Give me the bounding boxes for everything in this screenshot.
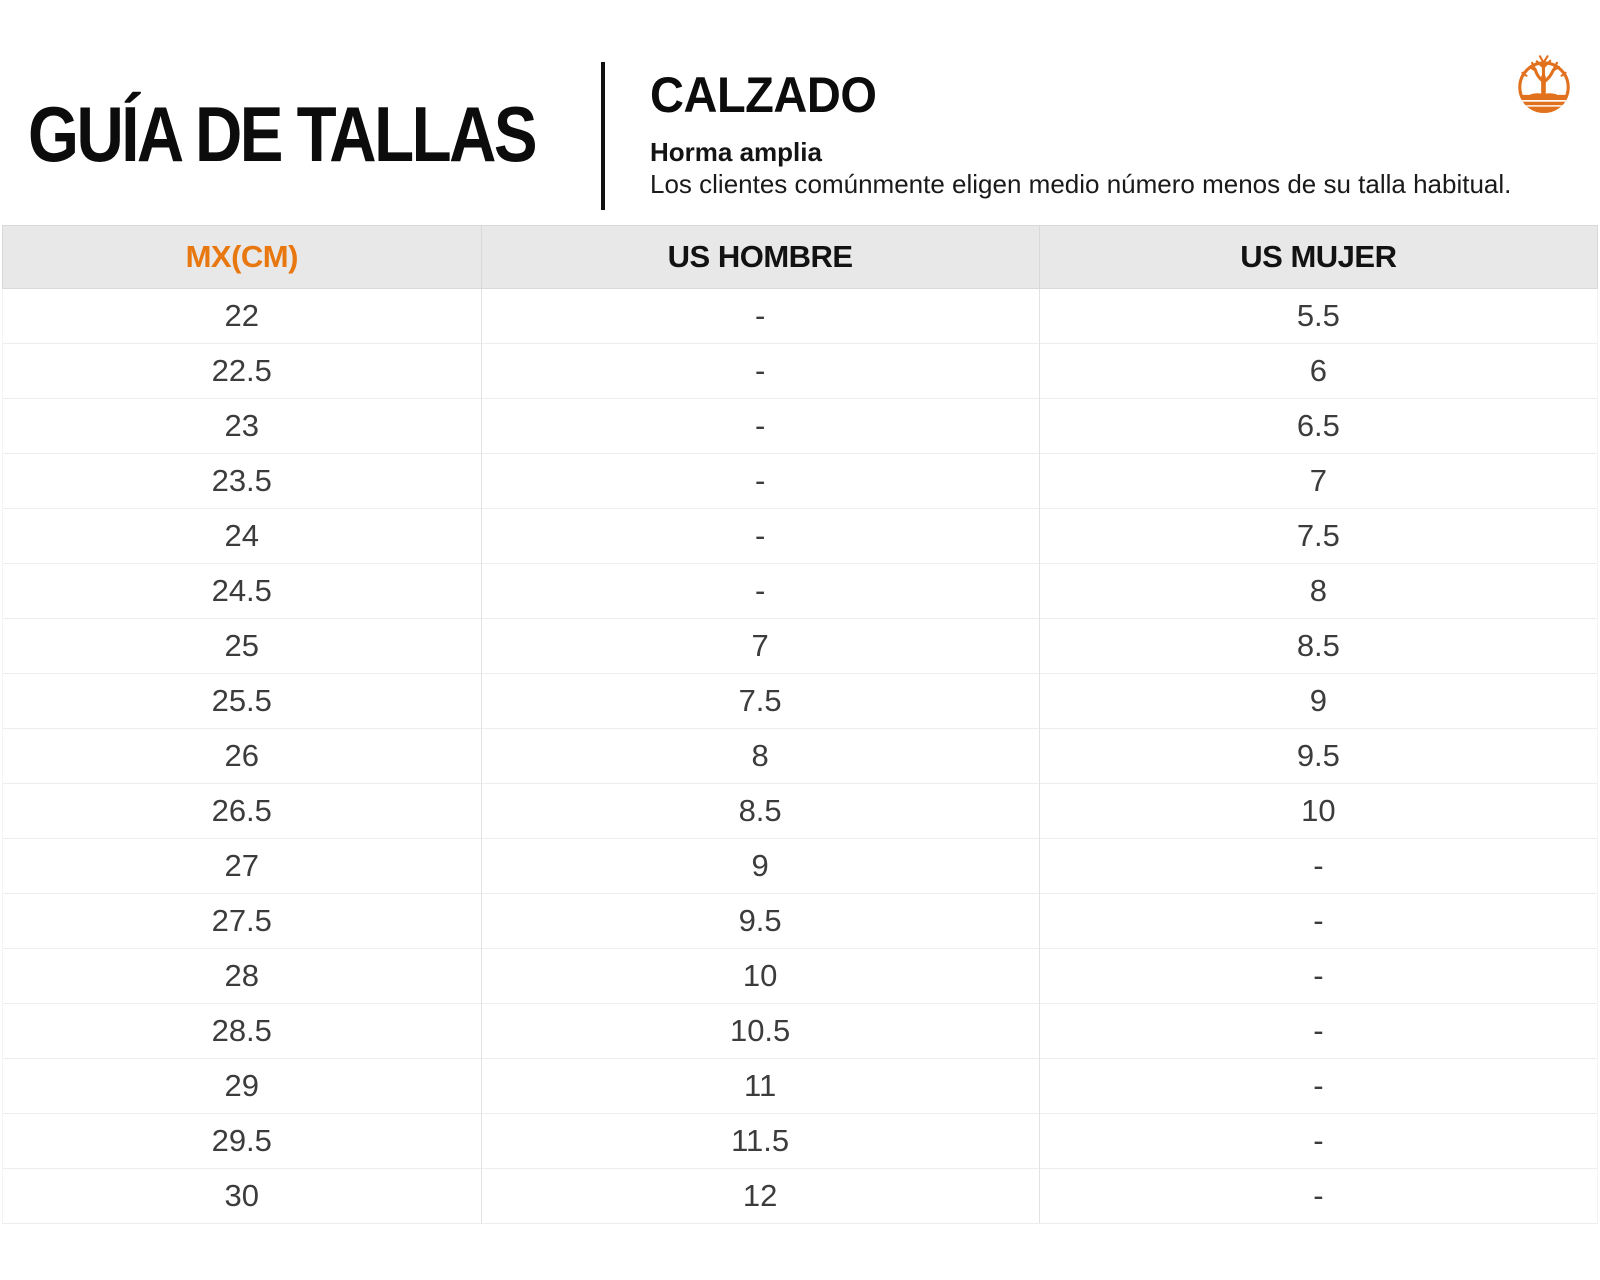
table-header-row: MX(CM) US HOMBRE US MUJER: [2, 225, 1599, 289]
cell-us-hombre: 7: [480, 618, 1040, 674]
cell-us-mujer: 9.5: [1038, 728, 1599, 784]
cell-mx-cm: 26.5: [2, 783, 481, 839]
cell-us-hombre: 7.5: [480, 673, 1040, 729]
cell-us-hombre: -: [480, 343, 1040, 399]
table-row: 25.5 7.5 9: [2, 673, 1599, 729]
size-table-body: 22-5.5 22.5-6 23-6.5 23.5-7 24-7.5 24.5-8 25 7 8…: [2, 288, 1599, 1224]
cell-us-hombre: -: [480, 508, 1040, 564]
cell-us-hombre: 10: [480, 948, 1040, 1004]
table-row: 23.5-7: [2, 453, 1599, 509]
cell-us-mujer: 9: [1038, 673, 1599, 729]
cell-us-mujer: -: [1038, 1168, 1599, 1224]
cell-mx-cm: 28: [2, 948, 481, 1004]
cell-us-mujer: 8: [1038, 563, 1599, 619]
cell-mx-cm: 26: [2, 728, 481, 784]
cell-us-mujer: 10: [1038, 783, 1599, 839]
cell-us-hombre: -: [480, 563, 1040, 619]
cell-us-mujer: 7.5: [1038, 508, 1599, 564]
table-row: 26 8 9.5: [2, 728, 1599, 784]
fit-advice-text: Los clientes comúnmente eligen medio núm…: [650, 169, 1512, 199]
cell-mx-cm: 24: [2, 508, 481, 564]
table-row: 28.5 10.5-: [2, 1003, 1599, 1059]
cell-us-hombre: 9: [480, 838, 1040, 894]
cell-us-hombre: 9.5: [480, 893, 1040, 949]
table-row: 24-7.5: [2, 508, 1599, 564]
cell-mx-cm: 29: [2, 1058, 481, 1114]
table-row: 29.5 11.5-: [2, 1113, 1599, 1169]
header-divider: [601, 62, 605, 210]
cell-us-hombre: 12: [480, 1168, 1040, 1224]
cell-us-hombre: -: [480, 288, 1040, 344]
cell-us-mujer: 5.5: [1038, 288, 1599, 344]
cell-mx-cm: 22: [2, 288, 481, 344]
cell-mx-cm: 23.5: [2, 453, 481, 509]
cell-mx-cm: 25.5: [2, 673, 481, 729]
column-header-mx-cm: MX(CM): [2, 225, 482, 289]
cell-mx-cm: 22.5: [2, 343, 481, 399]
column-header-us-mujer: US MUJER: [1038, 225, 1599, 289]
table-row: 24.5-8: [2, 563, 1599, 619]
cell-us-hombre: 8.5: [480, 783, 1040, 839]
cell-mx-cm: 23: [2, 398, 481, 454]
table-row: 27.5 9.5-: [2, 893, 1599, 949]
cell-mx-cm: 29.5: [2, 1113, 481, 1169]
cell-us-mujer: 8.5: [1038, 618, 1599, 674]
cell-us-mujer: -: [1038, 1058, 1599, 1114]
cell-us-hombre: 11.5: [480, 1113, 1040, 1169]
cell-us-hombre: -: [480, 398, 1040, 454]
cell-us-mujer: 7: [1038, 453, 1599, 509]
cell-mx-cm: 27.5: [2, 893, 481, 949]
size-guide-table: MX(CM) US HOMBRE US MUJER 22-5.5 22.5-6 23…: [2, 225, 1599, 1224]
cell-us-mujer: -: [1038, 893, 1599, 949]
table-row: 29 11-: [2, 1058, 1599, 1114]
cell-us-mujer: -: [1038, 838, 1599, 894]
table-row: 27 9-: [2, 838, 1599, 894]
table-row: 28 10-: [2, 948, 1599, 1004]
cell-us-hombre: 11: [480, 1058, 1040, 1114]
cell-us-mujer: 6: [1038, 343, 1599, 399]
table-row: 26.5 8.5 10: [2, 783, 1599, 839]
table-row: 23-6.5: [2, 398, 1599, 454]
cell-mx-cm: 24.5: [2, 563, 481, 619]
cell-us-mujer: -: [1038, 1113, 1599, 1169]
page-title: GUÍA DE TALLAS: [28, 90, 538, 178]
cell-us-mujer: -: [1038, 948, 1599, 1004]
cell-mx-cm: 25: [2, 618, 481, 674]
table-row: 22.5-6: [2, 343, 1599, 399]
timberland-tree-logo-icon: [1510, 48, 1578, 116]
cell-us-mujer: -: [1038, 1003, 1599, 1059]
fit-type-label: Horma amplia: [650, 137, 822, 167]
header-section: CALZADO Horma amplia Los clientes comúnm…: [650, 66, 1512, 201]
cell-mx-cm: 30: [2, 1168, 481, 1224]
cell-us-hombre: -: [480, 453, 1040, 509]
cell-us-hombre: 8: [480, 728, 1040, 784]
cell-mx-cm: 28.5: [2, 1003, 481, 1059]
section-title: CALZADO: [650, 67, 877, 123]
table-row: 25 7 8.5: [2, 618, 1599, 674]
column-header-us-hombre: US HOMBRE: [480, 225, 1040, 289]
cell-mx-cm: 27: [2, 838, 481, 894]
table-row: 22-5.5: [2, 288, 1599, 344]
cell-us-mujer: 6.5: [1038, 398, 1599, 454]
cell-us-hombre: 10.5: [480, 1003, 1040, 1059]
table-row: 30 12-: [2, 1168, 1599, 1224]
